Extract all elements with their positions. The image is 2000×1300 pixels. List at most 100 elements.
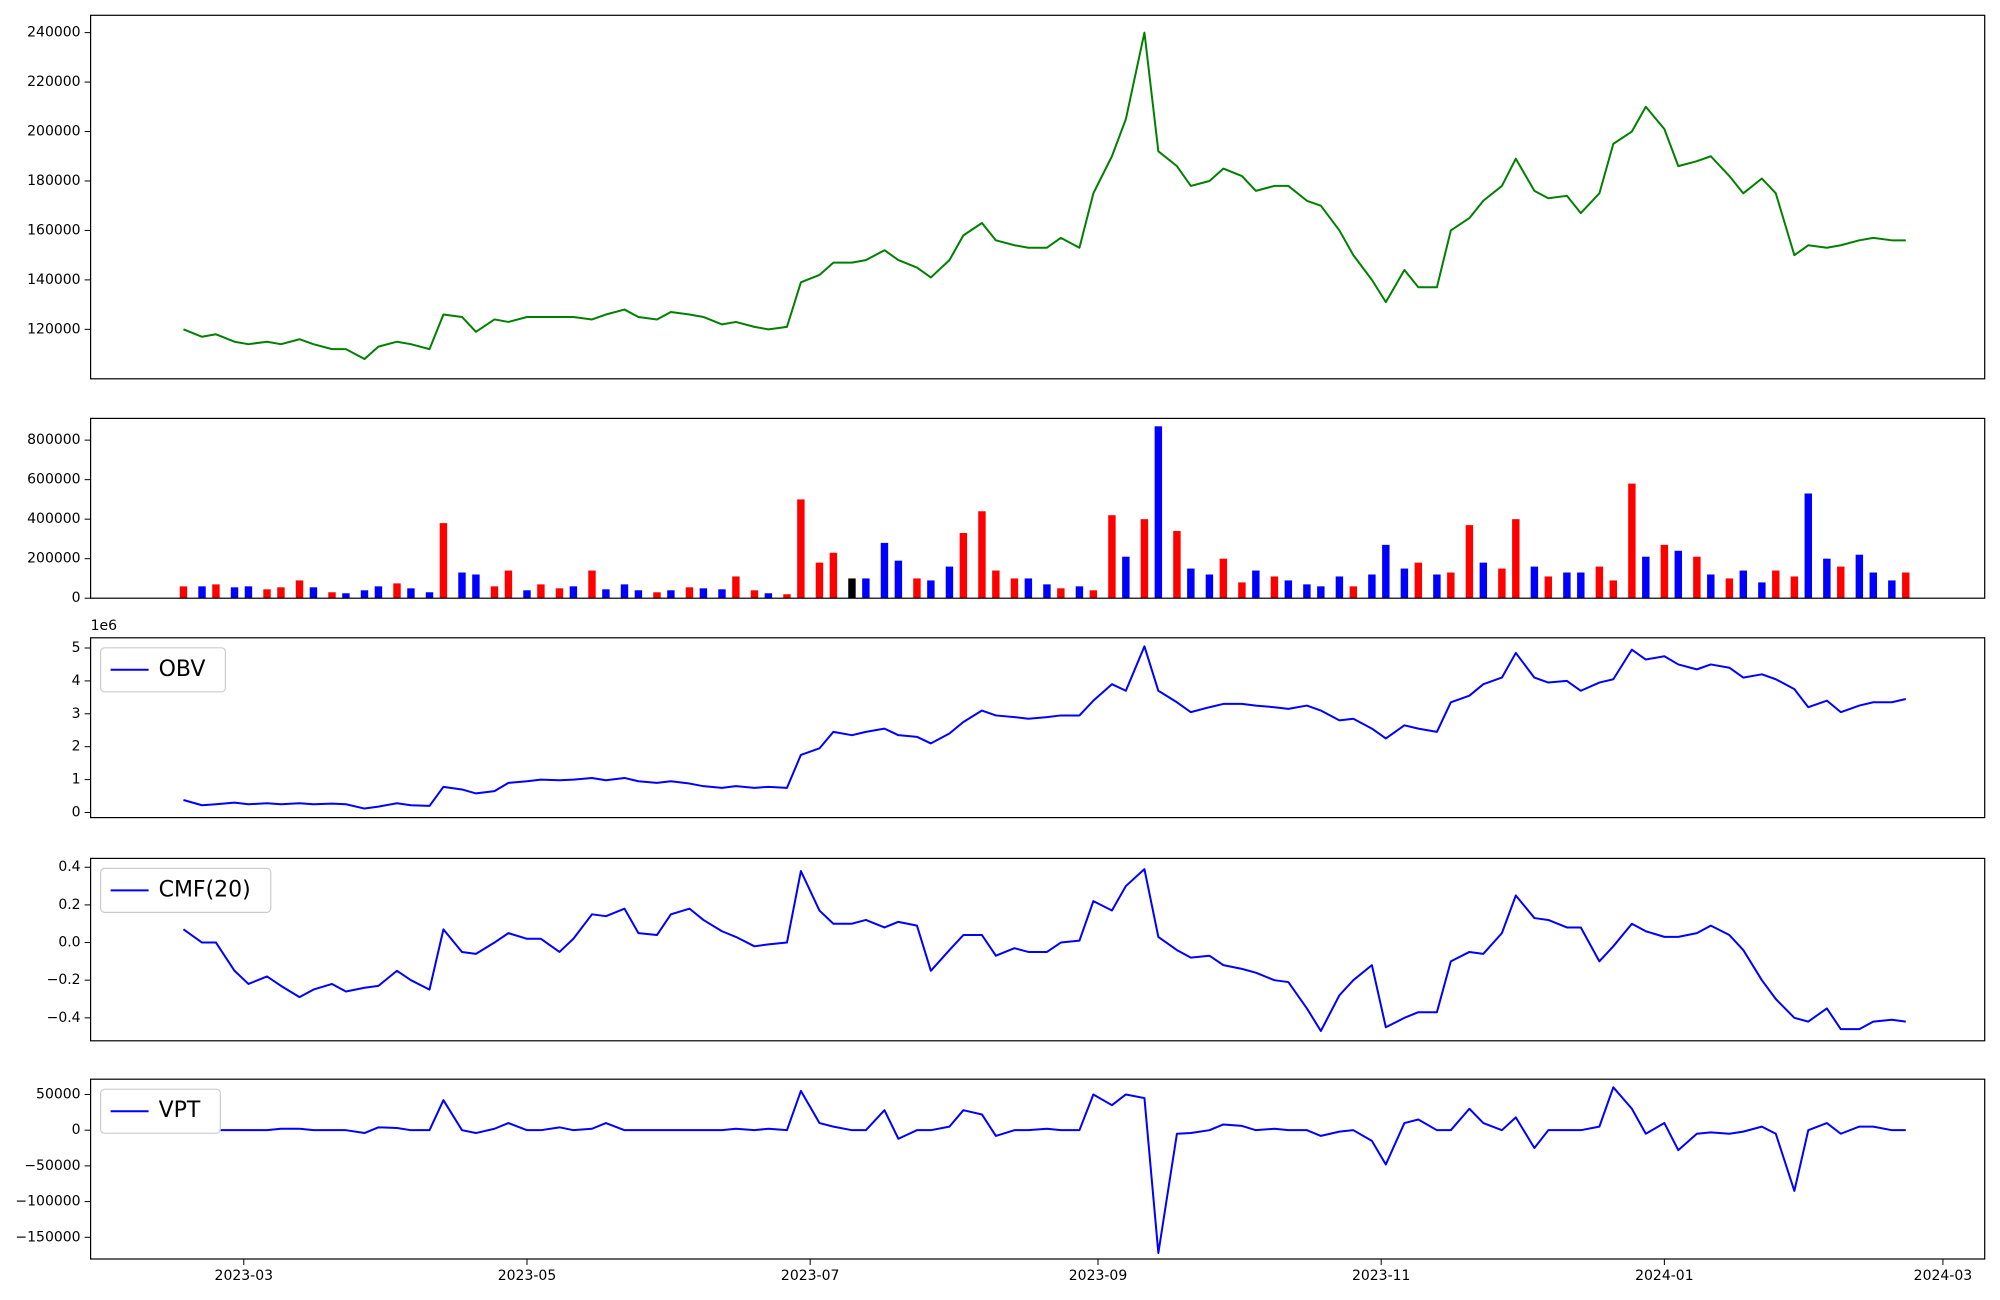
y-tick-label: 140000 <box>27 272 80 288</box>
volume-bar <box>1902 572 1910 599</box>
volume-bar <box>1707 574 1715 599</box>
y-tick-label: 5 <box>72 640 81 656</box>
volume-bar <box>1465 525 1474 599</box>
panel-frame <box>89 417 1986 599</box>
volume-bar <box>309 587 318 599</box>
volume-bar <box>815 562 824 599</box>
y-tick-label: 240000 <box>27 25 80 41</box>
volume-bar <box>1530 566 1539 599</box>
y-tick-label: 0 <box>72 590 81 606</box>
volume-bar <box>295 580 304 599</box>
y-tick-label: 2 <box>72 739 81 755</box>
volume-bar <box>718 589 726 599</box>
volume-bar <box>1595 566 1604 599</box>
volume-bar <box>1693 556 1701 599</box>
volume-bar <box>1173 531 1181 599</box>
volume-bar <box>1804 493 1813 599</box>
panel-frame <box>89 857 1986 1042</box>
y-tick-label: −100000 <box>15 1194 80 1210</box>
legend: VPT <box>99 1088 221 1134</box>
volume-bar <box>1447 572 1455 599</box>
y-tick-label: 800000 <box>27 432 80 448</box>
volume-bar <box>1512 519 1520 599</box>
volume-bar <box>1498 568 1506 599</box>
volume-bar <box>439 523 448 599</box>
volume-bar <box>1869 572 1877 599</box>
y-tick-label: −0.2 <box>47 972 81 988</box>
panel: 0 1 2 3 4 5 1e6 OBV <box>72 618 1986 821</box>
volume-bar <box>1790 576 1799 599</box>
y-tick-label: 0 <box>72 805 81 821</box>
volume-bar <box>198 586 206 599</box>
legend-box <box>99 867 272 914</box>
volume-bar <box>1057 588 1065 599</box>
y-tick-label: 400000 <box>27 511 80 527</box>
panel: 0 200000 400000 600000 800000 <box>27 417 1986 606</box>
legend-label: OBV <box>159 657 206 682</box>
volume-bar <box>1303 584 1311 599</box>
panel-frame <box>89 637 1986 819</box>
y-tick-label: 200000 <box>27 551 80 567</box>
y-tick-label: 4 <box>72 673 81 689</box>
volume-bar <box>1725 578 1734 599</box>
volume-bar <box>244 586 253 599</box>
volume-bar <box>1010 578 1019 599</box>
volume-bar <box>829 552 838 599</box>
y-tick-label: 220000 <box>27 74 80 90</box>
volume-bar <box>1837 566 1845 599</box>
volume-bar <box>667 590 675 599</box>
legend-box <box>99 1088 221 1134</box>
x-tick-label: 2023-09 <box>1069 1268 1128 1284</box>
x-tick-label: 2023-07 <box>781 1268 840 1284</box>
volume-bar <box>472 574 480 599</box>
volume-bar <box>1888 580 1896 599</box>
legend-label: VPT <box>159 1098 201 1123</box>
volume-bar <box>1187 568 1195 599</box>
volume-bar <box>425 592 434 599</box>
volume-bar <box>1400 568 1409 599</box>
series-line <box>183 31 1906 361</box>
volume-bar <box>1108 515 1116 599</box>
volume-bar <box>848 578 856 599</box>
volume-bar <box>1043 584 1051 599</box>
volume-bar <box>504 570 513 599</box>
volume-bar <box>1089 590 1098 599</box>
panel-frame <box>89 14 1986 380</box>
volume-bar <box>1660 544 1669 599</box>
volume-bar <box>230 587 239 599</box>
y-tick-label: 3 <box>72 706 81 722</box>
y-tick-label: 200000 <box>27 124 80 140</box>
panel: −150000 −100000 −50000 0 50000 VPT 2023-03 2023… <box>15 1078 1986 1284</box>
volume-bar <box>1855 554 1864 599</box>
volume-bar <box>1433 574 1441 599</box>
volume-bar <box>732 576 740 599</box>
y-tick-label: 0.4 <box>58 859 80 875</box>
volume-bar <box>212 584 220 599</box>
volume-bar <box>569 586 578 599</box>
legend-box <box>99 647 226 693</box>
volume-bar <box>1219 558 1228 599</box>
volume-bar <box>1823 558 1831 599</box>
x-tick-label: 2023-11 <box>1352 1268 1411 1284</box>
volume-bar <box>894 560 903 599</box>
volume-bar <box>1628 483 1636 599</box>
volume-bar <box>783 594 791 599</box>
axis-offset-label: 1e6 <box>91 618 118 634</box>
volume-bar <box>555 588 564 599</box>
volume-bar <box>1563 572 1571 599</box>
y-tick-label: 0.2 <box>58 897 80 913</box>
volume-bar <box>1609 580 1618 599</box>
volume-bar <box>1577 572 1585 599</box>
series-line <box>183 645 1907 810</box>
x-tick-label: 2023-05 <box>498 1268 557 1284</box>
volume-bar <box>1252 570 1260 599</box>
y-tick-label: 120000 <box>27 321 80 337</box>
volume-bar <box>588 570 596 599</box>
volume-bar <box>620 584 629 599</box>
volume-bar <box>407 588 415 599</box>
legend: OBV <box>99 647 226 693</box>
volume-bar <box>490 586 499 599</box>
volume-bar <box>1368 574 1376 599</box>
volume-bar <box>1758 582 1766 599</box>
volume-bar <box>699 588 708 599</box>
